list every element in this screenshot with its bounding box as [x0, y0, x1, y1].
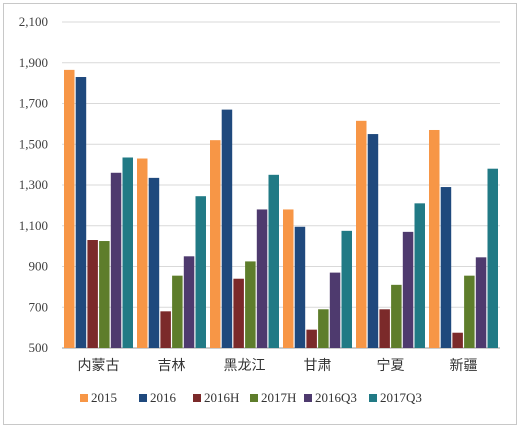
y-tick-label: 1,900 [19, 55, 48, 70]
legend-label: 2016H [204, 390, 239, 405]
x-axis: 内蒙古 吉林 黑龙江 甘肃 宁夏 新疆 [78, 357, 478, 374]
y-axis-ticks: 500 700 900 1,100 1,300 1,500 1,700 1,900 2,100 [19, 14, 48, 355]
y-tick-label: 2,100 [19, 14, 48, 29]
bar-2016Q3-0 [110, 172, 122, 348]
bar-2016Q3-2 [256, 209, 268, 348]
bar-2016H-3 [306, 329, 317, 348]
bar-2016H-0 [87, 240, 98, 348]
y-tick-label: 900 [29, 259, 49, 274]
y-tick-label: 1,100 [19, 218, 48, 233]
bar-2017H-0 [99, 241, 110, 348]
bar-2017H-5 [464, 275, 475, 348]
legend-label: 2017Q3 [380, 390, 422, 405]
bar-2017H-4 [391, 284, 402, 348]
bar-2016-4 [367, 134, 379, 348]
x-category-label: 吉林 [158, 358, 186, 374]
legend-swatch-2016 [139, 394, 147, 402]
x-category-label: 甘肃 [304, 358, 332, 374]
bar-2017Q3-5 [487, 168, 498, 348]
bar-2015-2 [210, 140, 221, 348]
y-tick-label: 1,300 [19, 177, 48, 192]
x-category-label: 内蒙古 [78, 358, 120, 374]
bar-2016-3 [294, 226, 306, 348]
legend-label: 2016 [150, 390, 177, 405]
legend-label: 2015 [91, 390, 117, 405]
legend-label: 2017H [261, 390, 296, 405]
bar-2016Q3-1 [183, 256, 195, 348]
legend-swatch-2017H [250, 394, 258, 402]
bar-2017Q3-2 [268, 174, 279, 348]
bar-2016H-5 [452, 332, 463, 348]
bar-2016-0 [75, 77, 87, 348]
bar-2016-2 [221, 109, 233, 348]
bar-2017H-2 [245, 261, 256, 348]
legend-swatch-2015 [80, 394, 88, 402]
bars [64, 69, 498, 348]
y-tick-label: 500 [29, 340, 49, 355]
bar-2016-5 [440, 187, 452, 348]
bar-2016Q3-4 [402, 231, 414, 348]
y-tick-label: 1,700 [19, 96, 48, 111]
bar-2017Q3-1 [195, 196, 206, 348]
bar-2015-0 [64, 69, 75, 348]
y-tick-label: 700 [29, 299, 49, 314]
legend-swatch-2016Q3 [304, 394, 312, 402]
bar-2015-4 [356, 120, 367, 348]
bar-2017Q3-0 [122, 157, 133, 348]
legend-swatch-2017Q3 [369, 394, 377, 402]
x-category-label: 黑龙江 [224, 358, 266, 374]
y-tick-label: 1,500 [19, 136, 48, 151]
legend-swatch-2016H [193, 394, 201, 402]
bar-2017Q3-4 [414, 203, 425, 348]
x-category-label: 宁夏 [377, 357, 405, 374]
bar-2016-1 [148, 177, 160, 348]
gridlines [62, 21, 500, 349]
bar-2017H-1 [172, 275, 183, 348]
bar-2016H-4 [379, 309, 390, 348]
x-category-label: 新疆 [450, 358, 478, 374]
bar-2016Q3-3 [329, 272, 341, 348]
bar-2015-5 [429, 129, 440, 348]
bar-2015-3 [283, 209, 294, 348]
bar-2016H-2 [233, 278, 244, 348]
bar-2016Q3-5 [475, 257, 487, 348]
legend-label: 2016Q3 [315, 390, 357, 405]
bar-2017H-3 [318, 309, 329, 348]
bar-2016H-1 [160, 311, 171, 348]
bar-2017Q3-3 [341, 230, 352, 348]
legend: 2015 2016 2016H 2017H 2016Q3 2017Q3 [80, 390, 422, 405]
bar-2015-1 [137, 158, 148, 348]
